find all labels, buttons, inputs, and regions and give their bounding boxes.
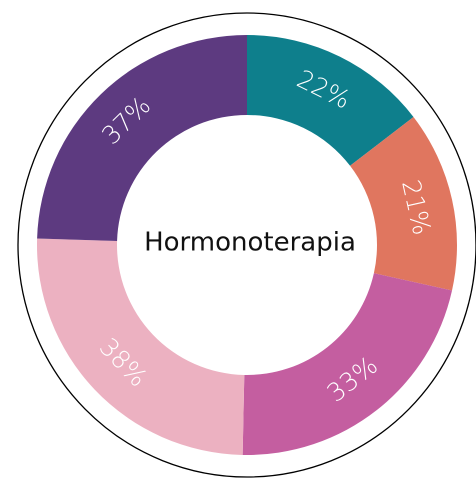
segment: [247, 35, 414, 166]
segment: [350, 117, 457, 291]
segment: [37, 238, 245, 455]
segment: [242, 273, 453, 455]
segments: 22%21%33%38%37%: [37, 35, 457, 455]
outer-ring: [17, 12, 476, 478]
center-label: Hormonoterapia: [144, 228, 356, 258]
segment: [37, 35, 248, 241]
